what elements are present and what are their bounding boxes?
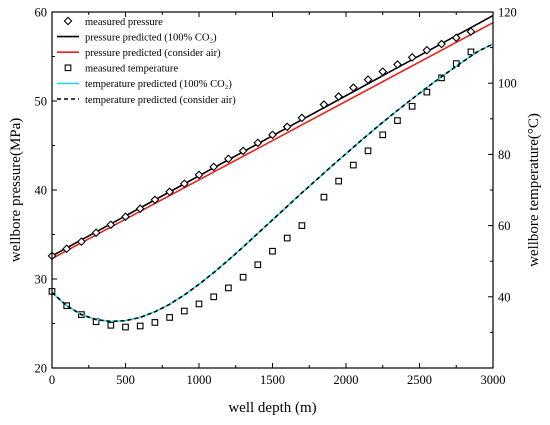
data-point-measured-temperature <box>195 300 203 308</box>
y-right-axis-title: wellbore temperature(°C) <box>526 113 542 267</box>
data-point-measured-pressure <box>378 67 388 77</box>
legend: measured pressure pressure predicted (100… <box>57 16 236 106</box>
y-left-tick-label: 20 <box>35 362 48 376</box>
data-point-measured-temperature <box>254 261 262 269</box>
x-tick-label: 2000 <box>334 373 359 387</box>
data-point-measured-pressure <box>165 187 174 197</box>
data-point-measured-pressure <box>437 39 446 49</box>
data-point-measured-pressure <box>282 122 292 132</box>
data-point-measured-temperature <box>210 293 218 301</box>
data-point-measured-pressure <box>393 60 402 69</box>
y-left-tick-label: 50 <box>35 95 48 109</box>
data-point-measured-pressure <box>422 45 432 55</box>
data-point-measured-pressure <box>150 195 160 205</box>
data-point-measured-pressure <box>253 138 263 148</box>
data-point-measured-temperature <box>151 319 159 326</box>
data-point-measured-pressure <box>297 113 307 123</box>
plot-marks <box>47 14 494 331</box>
x-tick-label: 1000 <box>187 373 212 387</box>
data-point-measured-pressure <box>407 53 417 62</box>
data-point-measured-temperature <box>335 177 343 185</box>
x-tick-label: 3000 <box>481 373 506 387</box>
y-left-axis-title: wellbore pressure(MPa) <box>8 118 24 263</box>
legend-label-temperature-predicted-consider-air: temperature predicted (consider air) <box>85 95 236 106</box>
data-point-measured-pressure <box>209 162 219 172</box>
y-right-tick-label: 120 <box>498 6 517 20</box>
data-point-measured-pressure <box>77 237 86 246</box>
data-point-measured-pressure <box>106 220 116 230</box>
y-right-tick-label: 60 <box>498 219 511 233</box>
x-tick-label: 2500 <box>407 373 432 387</box>
data-point-measured-pressure <box>466 27 476 36</box>
data-point-measured-temperature <box>349 161 357 169</box>
data-point-measured-pressure <box>121 212 130 222</box>
data-point-measured-temperature <box>136 322 144 330</box>
data-point-measured-temperature <box>364 147 372 155</box>
y-right-tick-label: 80 <box>498 148 511 162</box>
series-line-temperature-predicted-consider-air <box>51 43 494 323</box>
axes: 0 500 1000 1500 2000 2500 3000 20 30 40 50 60 40 60 80… <box>35 6 517 388</box>
data-point-measured-temperature <box>298 222 306 229</box>
data-point-measured-temperature <box>320 193 328 201</box>
data-point-measured-pressure <box>238 146 248 156</box>
legend-label-measured-temperature: measured temperature <box>85 64 178 75</box>
data-point-measured-pressure <box>348 83 358 93</box>
data-point-measured-pressure <box>194 170 204 180</box>
legend-label-pressure-predicted-100-co: pressure predicted (100% CO₂) <box>85 32 217 43</box>
legend-label-temperature-predicted-100-co: temperature predicted (100% CO₂) <box>85 79 232 90</box>
data-point-measured-temperature <box>166 314 173 321</box>
data-point-measured-temperature <box>467 48 475 56</box>
data-point-measured-pressure <box>91 228 101 238</box>
data-point-measured-pressure <box>451 33 461 43</box>
data-point-measured-temperature <box>394 117 401 124</box>
data-point-measured-temperature <box>269 247 276 255</box>
data-point-measured-temperature <box>225 284 232 292</box>
legend-label-pressure-predicted-consider-air: pressure predicted (consider air) <box>85 48 221 59</box>
data-point-measured-temperature <box>239 273 247 281</box>
y-right-tick-label: 40 <box>498 290 511 304</box>
data-point-measured-temperature <box>423 88 431 96</box>
y-left-tick-label: 60 <box>35 6 48 20</box>
data-point-measured-pressure <box>334 92 344 101</box>
data-point-measured-temperature <box>107 321 115 329</box>
legend-swatch-measured-temperature <box>64 64 72 72</box>
data-point-measured-temperature <box>408 102 416 110</box>
x-axis-title: well depth (m) <box>228 400 316 416</box>
y-right-tick-label: 100 <box>498 77 517 91</box>
data-point-measured-temperature <box>180 307 188 315</box>
data-point-measured-pressure <box>319 100 329 109</box>
x-tick-label: 0 <box>49 373 55 387</box>
y-left-tick-label: 40 <box>35 184 48 198</box>
data-point-measured-temperature <box>122 323 129 331</box>
data-point-measured-pressure <box>268 130 277 140</box>
x-tick-label: 1500 <box>260 373 285 387</box>
x-tick-label: 500 <box>116 373 135 387</box>
data-point-measured-pressure <box>363 75 373 85</box>
y-left-tick-label: 30 <box>35 273 48 287</box>
data-point-measured-temperature <box>283 234 291 242</box>
data-point-measured-pressure <box>179 179 189 189</box>
data-point-measured-pressure <box>224 154 233 164</box>
legend-label-measured-pressure: measured pressure <box>85 17 163 28</box>
legend-swatch-measured-pressure <box>63 16 73 26</box>
data-point-measured-temperature <box>379 131 387 139</box>
data-point-measured-pressure <box>135 204 145 214</box>
data-point-measured-pressure <box>62 244 72 254</box>
